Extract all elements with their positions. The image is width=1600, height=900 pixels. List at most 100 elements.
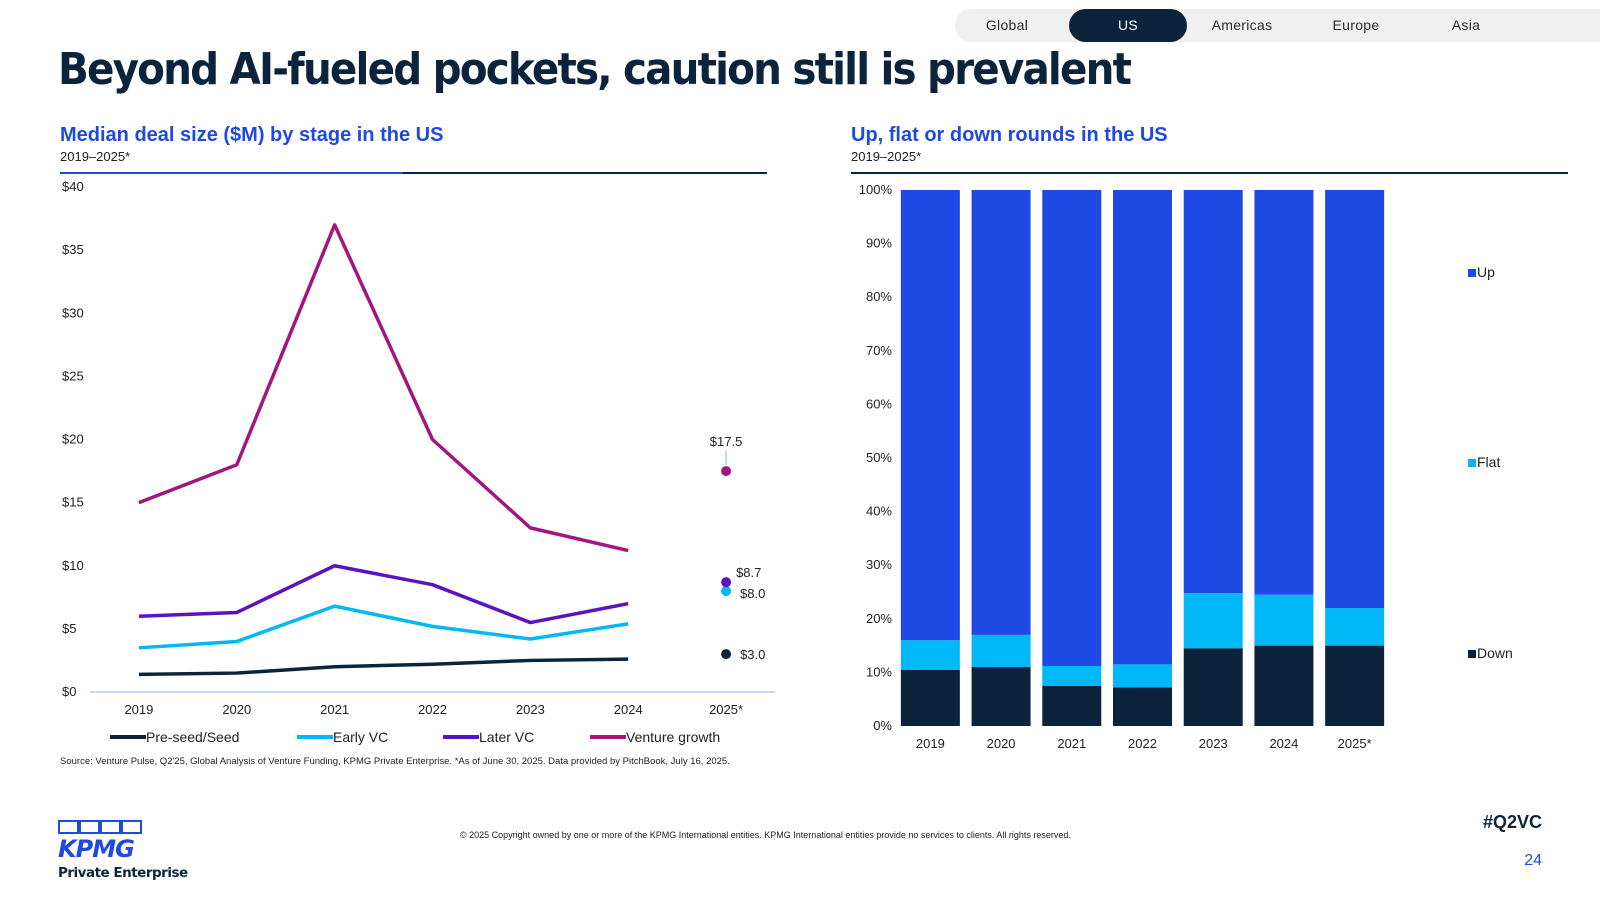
legend-label: Down — [1477, 645, 1513, 661]
x-tick-label: 2021 — [1057, 736, 1086, 751]
x-tick-label: 2021 — [320, 702, 349, 717]
tab-americas[interactable]: Americas — [1211, 17, 1273, 33]
y-tick-label: $25 — [62, 368, 84, 383]
data-label: $8.0 — [740, 586, 765, 601]
kpmg-logo-word: KPMG — [58, 835, 135, 863]
bar-flat-2025 — [1325, 608, 1385, 646]
y-tick-label: 80% — [866, 289, 892, 304]
y-tick-label: $20 — [62, 432, 84, 447]
x-tick-label: 2023 — [1199, 736, 1228, 751]
series-line-early-vc — [138, 604, 629, 650]
stacked-bar-chart: 0% 10% 20% 30% 40% 50% 60% 70% 80% 90% 100% 2019 202… — [859, 182, 1513, 751]
y-tick-label: $30 — [62, 305, 84, 320]
legend-label: Pre-seed/Seed — [146, 729, 239, 745]
right-chart-title: Up, flat or down rounds in the US — [851, 124, 1168, 146]
bar-down-2024 — [1254, 645, 1314, 726]
x-tick-label: 2022 — [1128, 736, 1157, 751]
tab-europe[interactable]: Europe — [1332, 17, 1380, 33]
data-label: $8.7 — [736, 565, 761, 580]
region-tabs: Global US Americas Europe Asia — [955, 9, 1600, 42]
left-chart-title: Median deal size ($M) by stage in the US — [60, 124, 444, 146]
bar-flat-2023 — [1183, 593, 1243, 649]
x-tick-label: 2019 — [916, 736, 945, 751]
bar-flat-2024 — [1254, 594, 1314, 646]
bar-up-2019 — [900, 190, 960, 641]
bar-up-2025 — [1325, 190, 1385, 609]
y-tick-label: 50% — [866, 450, 892, 465]
source-note: Source: Venture Pulse, Q2'25, Global Ana… — [60, 756, 730, 767]
y-tick-label: 0% — [873, 718, 892, 733]
y-tick-label: 30% — [866, 557, 892, 572]
bar-down-2025 — [1325, 645, 1385, 726]
kpmg-logo-subtitle: Private Enterprise — [58, 865, 188, 881]
data-label: $17.5 — [710, 434, 743, 449]
legend-item-up: Up — [1468, 264, 1495, 280]
legend-item-early-vc: Early VC — [297, 729, 388, 745]
point-pre-seed-seed-2025 — [721, 649, 732, 660]
series-line-pre-seed-seed — [138, 657, 629, 677]
bar-down-2020 — [971, 667, 1031, 726]
x-tick-label: 2024 — [1269, 736, 1298, 751]
y-tick-label: $10 — [62, 558, 84, 573]
copyright: © 2025 Copyright owned by one or more of… — [460, 830, 1071, 840]
tab-global[interactable]: Global — [985, 17, 1029, 33]
bar-up-2024 — [1254, 190, 1314, 595]
bar-flat-2022 — [1113, 664, 1172, 688]
bar-flat-2021 — [1042, 665, 1102, 686]
y-tick-label: $0 — [62, 684, 76, 699]
legend-swatch — [1468, 650, 1476, 658]
bar-up-2020 — [971, 190, 1031, 635]
bar-up-2021 — [1042, 190, 1102, 666]
legend-label: Later VC — [479, 729, 534, 745]
legend-label: Early VC — [333, 729, 388, 745]
legend-swatch — [1468, 269, 1476, 277]
page-number: 24 — [1524, 852, 1542, 869]
legend-label: Up — [1477, 264, 1495, 280]
y-tick-label: $5 — [62, 621, 76, 636]
legend-label: Flat — [1477, 454, 1500, 470]
kpmg-logo-boxes-icon — [58, 820, 142, 834]
hashtag: #Q2VC — [1482, 812, 1542, 832]
right-chart-rule — [851, 172, 1568, 174]
data-label: $3.0 — [740, 647, 765, 662]
y-tick-label: 100% — [859, 182, 893, 197]
bar-up-2022 — [1113, 190, 1172, 665]
x-tick-label: 2024 — [614, 702, 643, 717]
legend-item-later-vc: Later VC — [443, 729, 534, 745]
y-tick-label: 10% — [866, 664, 892, 679]
x-tick-label: 2019 — [124, 702, 153, 717]
right-chart-subtitle: 2019–2025* — [851, 149, 922, 164]
y-tick-label: 60% — [866, 396, 892, 411]
x-tick-label: 2020 — [222, 702, 251, 717]
left-chart-rule — [60, 172, 767, 174]
bar-down-2021 — [1042, 685, 1102, 726]
bar-down-2019 — [900, 669, 960, 726]
left-chart-rule-accent — [60, 172, 403, 174]
series-line-venture-growth — [138, 223, 629, 553]
x-tick-label: 2025* — [1338, 736, 1372, 751]
y-tick-label: 70% — [866, 343, 892, 358]
bar-down-2023 — [1183, 648, 1243, 726]
point-early-vc-2025 — [721, 586, 732, 596]
x-tick-label: 2025* — [709, 702, 743, 717]
legend-item-down: Down — [1468, 645, 1513, 661]
y-tick-label: $35 — [62, 242, 84, 257]
bar-flat-2020 — [971, 634, 1031, 668]
line-chart: $0 $5 $10 $15 $20 $25 $30 $35 $40 2019 2020 2021 202… — [62, 179, 775, 745]
legend-item-flat: Flat — [1468, 454, 1500, 470]
bar-flat-2019 — [900, 640, 960, 670]
legend-item-venture-growth: Venture growth — [590, 729, 720, 745]
y-tick-label: 20% — [866, 611, 892, 626]
bar-up-2023 — [1183, 190, 1243, 594]
series-line-later-vc — [138, 564, 629, 625]
tab-asia[interactable]: Asia — [1451, 17, 1481, 33]
left-chart-subtitle: 2019–2025* — [60, 149, 131, 164]
point-later-vc-2025 — [721, 577, 732, 588]
x-tick-label: 2023 — [516, 702, 545, 717]
y-tick-label: $40 — [62, 179, 84, 194]
legend-swatch — [1468, 459, 1476, 467]
y-tick-label: 90% — [866, 236, 892, 251]
legend-label: Venture growth — [626, 729, 720, 745]
tab-us[interactable]: US — [1069, 9, 1187, 42]
page-title: Beyond AI-fueled pockets, caution still … — [58, 44, 1132, 95]
